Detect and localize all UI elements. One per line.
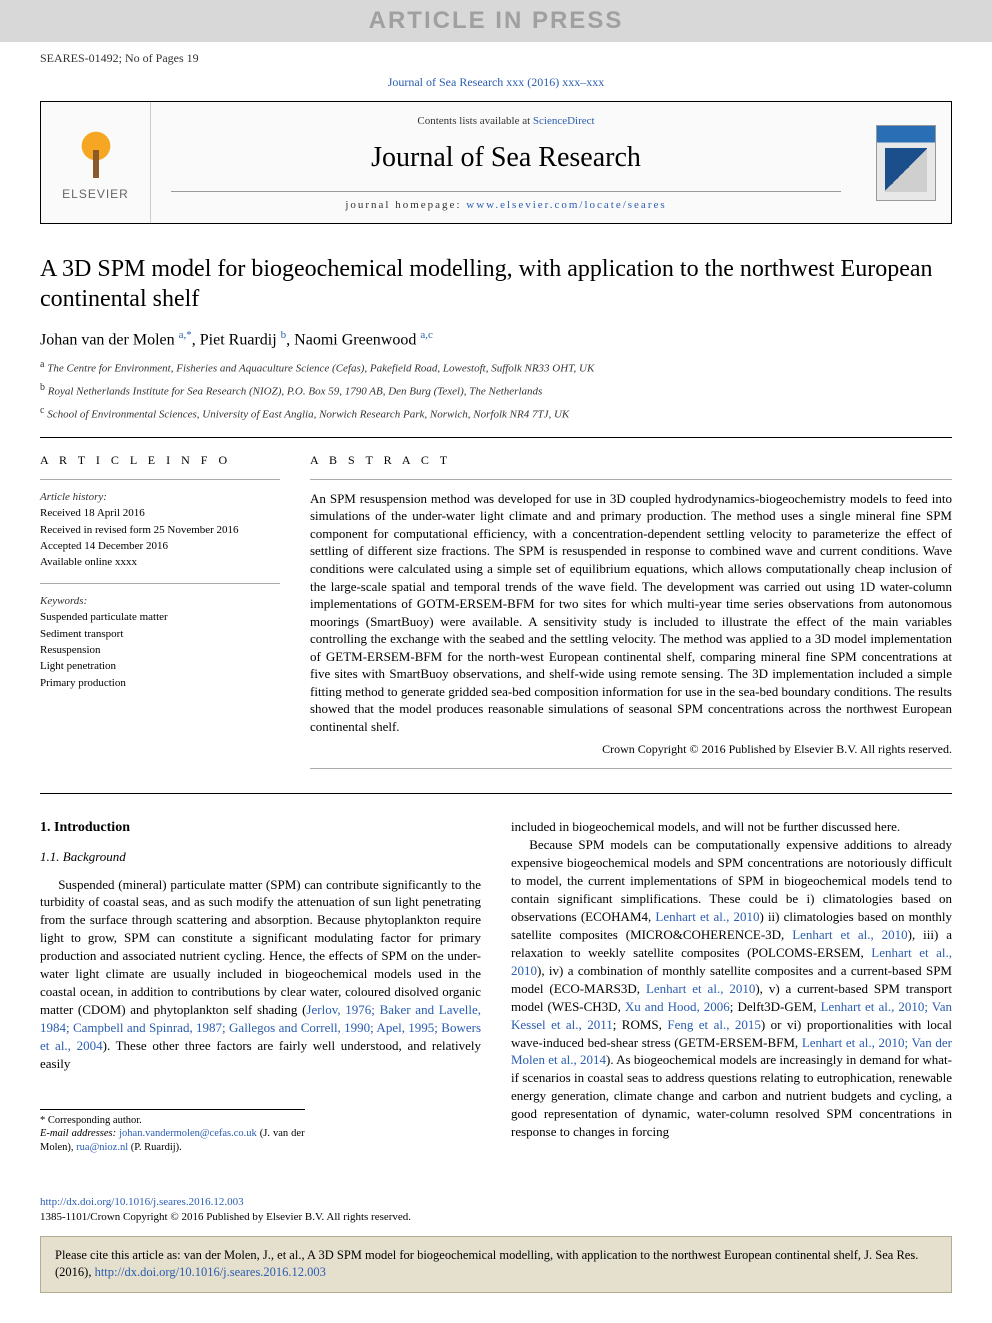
abstract-heading: A B S T R A C T bbox=[310, 452, 952, 469]
sciencedirect-link[interactable]: ScienceDirect bbox=[533, 115, 595, 127]
keywords-label: Keywords: bbox=[40, 594, 280, 609]
history-label: Article history: bbox=[40, 490, 280, 505]
article-in-press-banner: ARTICLE IN PRESS bbox=[0, 0, 992, 42]
elsevier-tree-icon bbox=[66, 122, 126, 182]
journal-citation-line: Journal of Sea Research xxx (2016) xxx–x… bbox=[0, 70, 992, 101]
body-paragraph: Suspended (mineral) particulate matter (… bbox=[40, 876, 481, 1073]
affiliation: a The Centre for Environment, Fisheries … bbox=[40, 358, 952, 377]
cover-image bbox=[876, 125, 936, 201]
author-list: Johan van der Molen a,*, Piet Ruardij b,… bbox=[40, 328, 952, 352]
email-link[interactable]: rua@nioz.nl bbox=[76, 1142, 128, 1153]
affiliation: c School of Environmental Sciences, Univ… bbox=[40, 404, 952, 423]
homepage-link[interactable]: www.elsevier.com/locate/seares bbox=[466, 199, 666, 211]
author-affil-marker: a,* bbox=[179, 329, 192, 341]
body-paragraph: included in biogeochemical models, and w… bbox=[511, 818, 952, 836]
doi-link[interactable]: http://dx.doi.org/10.1016/j.seares.2016.… bbox=[40, 1196, 244, 1208]
abstract-text: An SPM resuspension method was developed… bbox=[310, 490, 952, 736]
homepage-prefix: journal homepage: bbox=[345, 199, 466, 211]
author-name: Johan van der Molen bbox=[40, 331, 179, 348]
contents-prefix: Contents lists available at bbox=[417, 115, 532, 127]
history-item: Available online xxxx bbox=[40, 555, 280, 570]
corresponding-author-note: * Corresponding author. bbox=[40, 1114, 305, 1128]
body-right-column: included in biogeochemical models, and w… bbox=[511, 818, 952, 1154]
article-info-heading: A R T I C L E I N F O bbox=[40, 452, 280, 469]
body-text: ; Delft3D-GEM, bbox=[730, 999, 821, 1014]
divider bbox=[310, 479, 952, 480]
elsevier-brand-text: ELSEVIER bbox=[62, 186, 129, 203]
divider bbox=[40, 583, 280, 584]
email-link[interactable]: johan.vandermolen@cefas.co.uk bbox=[119, 1128, 257, 1139]
divider bbox=[40, 793, 952, 794]
article-content: A 3D SPM model for biogeochemical modell… bbox=[0, 224, 992, 1165]
affil-text: Royal Netherlands Institute for Sea Rese… bbox=[45, 386, 542, 398]
article-reference-line: SEARES-01492; No of Pages 19 bbox=[0, 42, 992, 71]
journal-homepage-line: journal homepage: www.elsevier.com/locat… bbox=[171, 191, 841, 213]
reference-link[interactable]: Lenhart et al., 2010 bbox=[792, 927, 907, 942]
body-two-columns: 1. Introduction 1.1. Background Suspende… bbox=[40, 818, 952, 1154]
divider bbox=[40, 479, 280, 480]
article-history-block: Article history: Received 18 April 2016 … bbox=[40, 490, 280, 571]
header-center: Contents lists available at ScienceDirec… bbox=[151, 102, 861, 223]
history-item: Received in revised form 25 November 201… bbox=[40, 523, 280, 538]
keyword: Light penetration bbox=[40, 659, 280, 674]
doi-block: http://dx.doi.org/10.1016/j.seares.2016.… bbox=[40, 1195, 952, 1226]
body-left-column: 1. Introduction 1.1. Background Suspende… bbox=[40, 818, 481, 1154]
keyword: Primary production bbox=[40, 676, 280, 691]
affil-text: School of Environmental Sciences, Univer… bbox=[44, 409, 569, 421]
author-affil-marker: a,c bbox=[420, 329, 433, 341]
issn-copyright-line: 1385-1101/Crown Copyright © 2016 Publish… bbox=[40, 1211, 411, 1223]
author-name: , Naomi Greenwood bbox=[286, 331, 420, 348]
journal-cover-thumbnail bbox=[861, 102, 951, 223]
reference-link[interactable]: Xu and Hood, 2006 bbox=[625, 999, 730, 1014]
affil-text: The Centre for Environment, Fisheries an… bbox=[44, 363, 594, 375]
author-name: , Piet Ruardij bbox=[192, 331, 281, 348]
footnote-block: * Corresponding author. E-mail addresses… bbox=[40, 1109, 305, 1155]
journal-title: Journal of Sea Research bbox=[151, 138, 861, 177]
history-item: Accepted 14 December 2016 bbox=[40, 539, 280, 554]
abstract-copyright: Crown Copyright © 2016 Published by Else… bbox=[310, 741, 952, 758]
divider bbox=[40, 437, 952, 438]
reference-link[interactable]: Lenhart et al., 2010 bbox=[655, 909, 759, 924]
elsevier-logo: ELSEVIER bbox=[41, 102, 151, 223]
subsection-heading: 1.1. Background bbox=[40, 848, 481, 866]
email-line: E-mail addresses: johan.vandermolen@cefa… bbox=[40, 1127, 305, 1154]
history-item: Received 18 April 2016 bbox=[40, 506, 280, 521]
article-title: A 3D SPM model for biogeochemical modell… bbox=[40, 254, 952, 314]
keywords-block: Keywords: Suspended particulate matter S… bbox=[40, 594, 280, 691]
reference-link[interactable]: Feng et al., 2015 bbox=[667, 1017, 761, 1032]
affiliation: b Royal Netherlands Institute for Sea Re… bbox=[40, 381, 952, 400]
info-abstract-row: A R T I C L E I N F O Article history: R… bbox=[40, 452, 952, 779]
abstract-column: A B S T R A C T An SPM resuspension meth… bbox=[310, 452, 952, 779]
journal-header-block: ELSEVIER Contents lists available at Sci… bbox=[40, 101, 952, 224]
keyword: Resuspension bbox=[40, 643, 280, 658]
divider bbox=[310, 768, 952, 769]
body-paragraph: Because SPM models can be computationall… bbox=[511, 836, 952, 1141]
reference-link[interactable]: Lenhart et al., 2010 bbox=[646, 981, 755, 996]
body-text: ). These other three factors are fairly … bbox=[40, 1038, 481, 1071]
citation-box: Please cite this article as: van der Mol… bbox=[40, 1236, 952, 1293]
article-info-column: A R T I C L E I N F O Article history: R… bbox=[40, 452, 280, 779]
email-suffix: (P. Ruardij). bbox=[128, 1142, 182, 1153]
email-label: E-mail addresses: bbox=[40, 1128, 119, 1139]
body-text: ; ROMS, bbox=[613, 1017, 668, 1032]
keyword: Sediment transport bbox=[40, 627, 280, 642]
section-heading: 1. Introduction bbox=[40, 818, 481, 837]
citation-doi-link[interactable]: http://dx.doi.org/10.1016/j.seares.2016.… bbox=[95, 1265, 326, 1279]
contents-lists-line: Contents lists available at ScienceDirec… bbox=[151, 114, 861, 129]
body-text: Suspended (mineral) particulate matter (… bbox=[40, 877, 481, 1018]
keyword: Suspended particulate matter bbox=[40, 610, 280, 625]
